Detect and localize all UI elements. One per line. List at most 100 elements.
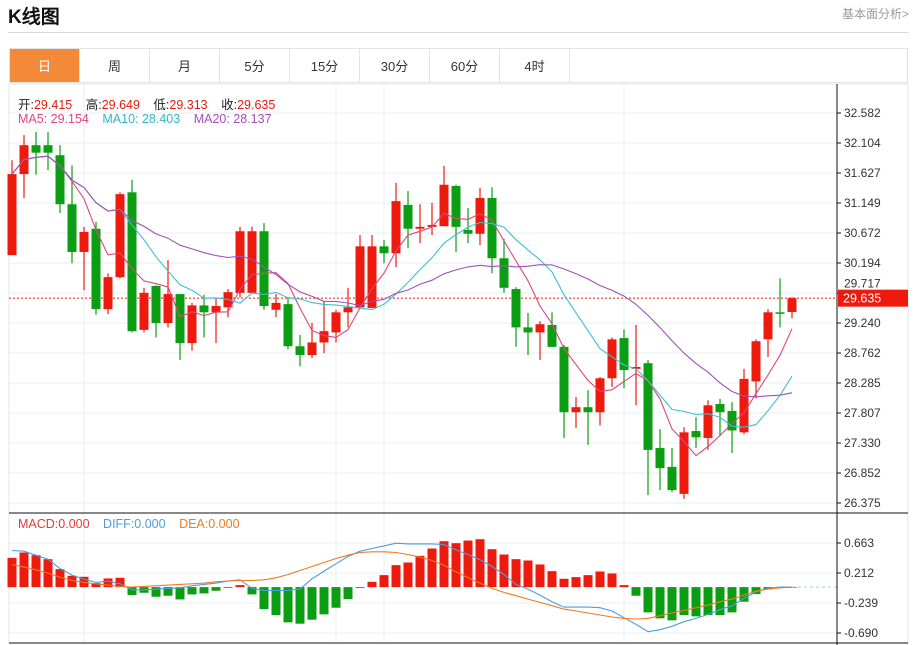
macd-bar-negative (283, 587, 293, 623)
macd-bar-positive (451, 543, 461, 588)
candle-down (643, 363, 653, 450)
macd-bar-negative (703, 587, 713, 616)
macd-bar-negative (343, 587, 353, 600)
candle-down (259, 231, 269, 307)
candle-down (487, 197, 497, 259)
dea-line (11, 551, 793, 620)
candle-up (211, 306, 221, 313)
candle-up (115, 194, 125, 278)
macd-tick: 0.212 (844, 566, 874, 580)
macd-bar-positive (427, 548, 437, 588)
macd-bar-positive (7, 557, 17, 588)
price-tick: 27.330 (844, 436, 881, 450)
macd-bar-positive (367, 581, 377, 588)
macd-bar-negative (211, 587, 221, 591)
macd-bar-positive (559, 578, 569, 588)
macd-tick: -0.239 (844, 596, 878, 610)
macd-bar-negative (127, 587, 137, 596)
candle-down (691, 431, 701, 438)
macd-bar-positive (55, 569, 65, 588)
macd-bar-positive (415, 555, 425, 588)
open-value: 29.415 (33, 98, 73, 112)
ma-info: MA5: 29.154 MA10: 28.403 MA20: 28.137 (18, 112, 272, 126)
tab-15min[interactable]: 15分 (290, 49, 360, 82)
ma20-legend: MA20: 28.137 (193, 112, 272, 126)
candle-down (91, 228, 101, 310)
candle-down (499, 258, 509, 288)
macd-bar-positive (619, 585, 629, 588)
tab-5min[interactable]: 5分 (220, 49, 290, 82)
candle-down (547, 324, 557, 347)
fundamental-analysis-link[interactable]: 基本面分析> (841, 7, 909, 21)
macd-bar-positive (91, 583, 101, 588)
candle-down (295, 346, 305, 356)
high-value: 29.649 (101, 98, 140, 112)
candle-down (523, 327, 533, 333)
price-tick: 26.375 (844, 496, 881, 510)
macd-bar-negative (679, 587, 689, 616)
macd-bar-positive (103, 578, 113, 588)
candle-down (559, 346, 569, 413)
macd-bar-positive (439, 541, 449, 588)
macd-bar-negative (223, 587, 233, 588)
macd-bar-negative (667, 587, 677, 621)
candles (7, 131, 797, 499)
macd-bar-positive (487, 549, 497, 588)
candle-up (355, 246, 365, 308)
macd-bar-positive (523, 560, 533, 588)
candle-down (583, 407, 593, 413)
macd-bar-positive (511, 559, 521, 588)
tab-60min[interactable]: 60分 (430, 49, 500, 82)
macd-bar-positive (115, 577, 125, 588)
price-tick: 30.672 (844, 226, 881, 240)
period-tabs: 日 周 月 5分 15分 30分 60分 4时 (9, 48, 908, 83)
candle-up (571, 407, 581, 413)
candle-down (127, 192, 137, 332)
tab-week[interactable]: 周 (80, 49, 150, 82)
macd-bar-negative (247, 587, 257, 595)
price-tick: 32.582 (844, 106, 881, 120)
price-tick: 28.762 (844, 346, 881, 360)
macd-bar-negative (691, 587, 701, 617)
candle-up (307, 342, 317, 356)
tab-month[interactable]: 月 (150, 49, 220, 82)
candle-down (151, 285, 161, 323)
tab-4hour[interactable]: 4时 (500, 49, 570, 82)
macd-bar-positive (583, 575, 593, 588)
macd-bar-negative (199, 587, 209, 594)
macd-bar-positive (379, 575, 389, 588)
candle-down (175, 294, 185, 344)
candle-up (247, 231, 257, 293)
low-label: 低: (153, 98, 170, 112)
tab-30min[interactable]: 30分 (360, 49, 430, 82)
candle-up (139, 292, 149, 330)
open-label: 开: (18, 98, 34, 112)
macd-bar-positive (19, 552, 29, 588)
candle-up (331, 312, 341, 333)
high-label: 高: (85, 98, 102, 112)
macd-bar-negative (295, 587, 305, 624)
candle-down (511, 289, 521, 328)
macd-tick: -0.690 (844, 626, 878, 640)
macd-bar-positive (67, 575, 77, 588)
ohlc-info: 开:29.415 高:29.649 低:29.313 收:29.635 (18, 94, 275, 113)
candle-up (163, 294, 173, 323)
candle-down (55, 155, 65, 205)
candle-up (103, 277, 113, 310)
candle-up (607, 339, 617, 379)
ma20-line (11, 155, 793, 398)
tab-day[interactable]: 日 (10, 49, 80, 82)
candle-up (391, 201, 401, 254)
macd-bar-negative (331, 587, 341, 608)
candle-up (367, 246, 377, 308)
price-tick: 29.240 (844, 316, 881, 330)
candle-down (199, 305, 209, 313)
price-tick: 31.627 (844, 166, 881, 180)
macd-bar-positive (463, 540, 473, 588)
candle-down (31, 145, 41, 153)
candle-down (67, 204, 77, 252)
candle-down (727, 410, 737, 431)
current-price-label: 29.635 (843, 292, 881, 306)
macd-bar-positive (499, 554, 509, 588)
